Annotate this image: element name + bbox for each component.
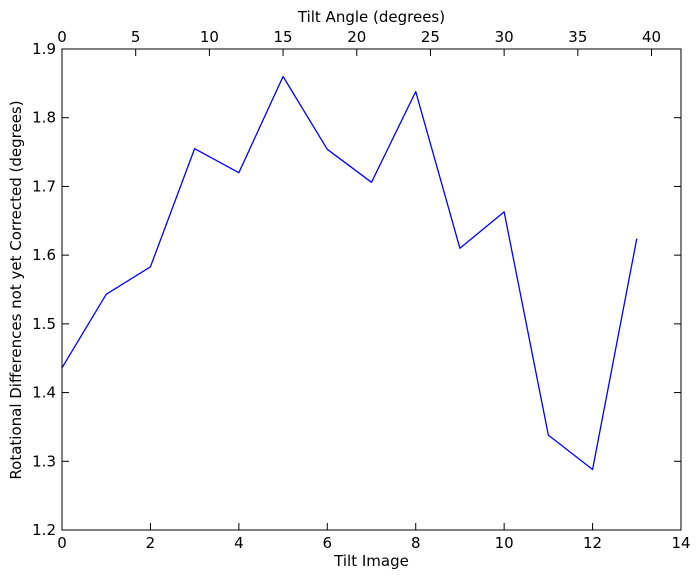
x-tick-label: 4 [234, 534, 244, 552]
top-x-tick-label: 35 [568, 28, 587, 46]
top-x-axis-label: Tilt Angle (degrees) [297, 8, 445, 26]
top-x-tick-label: 5 [131, 28, 141, 46]
y-tick-label: 1.7 [32, 177, 56, 195]
y-tick-label: 1.5 [32, 315, 56, 333]
x-tick-label: 8 [411, 534, 421, 552]
top-x-tick-label: 15 [274, 28, 293, 46]
x-tick-label: 2 [146, 534, 156, 552]
top-x-tick-label: 20 [347, 28, 366, 46]
y-tick-label: 1.2 [32, 521, 56, 539]
series-line-0 [61, 75, 638, 471]
y-tick-label: 1.3 [32, 452, 56, 470]
x-tick-label: 6 [323, 534, 333, 552]
y-tick-label: 1.8 [32, 109, 56, 127]
top-x-tick-label: 30 [495, 28, 514, 46]
y-tick-label: 1.4 [32, 384, 56, 402]
x-tick-label: 14 [671, 534, 690, 552]
y-tick-label: 1.9 [32, 40, 56, 58]
plot-frame [61, 48, 682, 531]
x-tick-label: 10 [495, 534, 514, 552]
x-axis-label: Tilt Image [333, 552, 409, 570]
y-tick-label: 1.6 [32, 246, 56, 264]
x-tick-label: 12 [583, 534, 602, 552]
plot-area [61, 48, 682, 531]
x-tick-label: 0 [57, 534, 67, 552]
axis-ticks: 0 2 4 6 8 10 12 14 0 5 10 15 20 25 30 35 40 1.2 1.3 1.4 1.5 1… [32, 28, 690, 552]
top-x-tick-label: 10 [200, 28, 219, 46]
top-x-tick-label: 25 [421, 28, 440, 46]
y-axis-label: Rotational Differences not yet Corrected… [7, 100, 25, 479]
top-x-tick-label: 40 [642, 28, 661, 46]
top-x-tick-label: 0 [57, 28, 67, 46]
